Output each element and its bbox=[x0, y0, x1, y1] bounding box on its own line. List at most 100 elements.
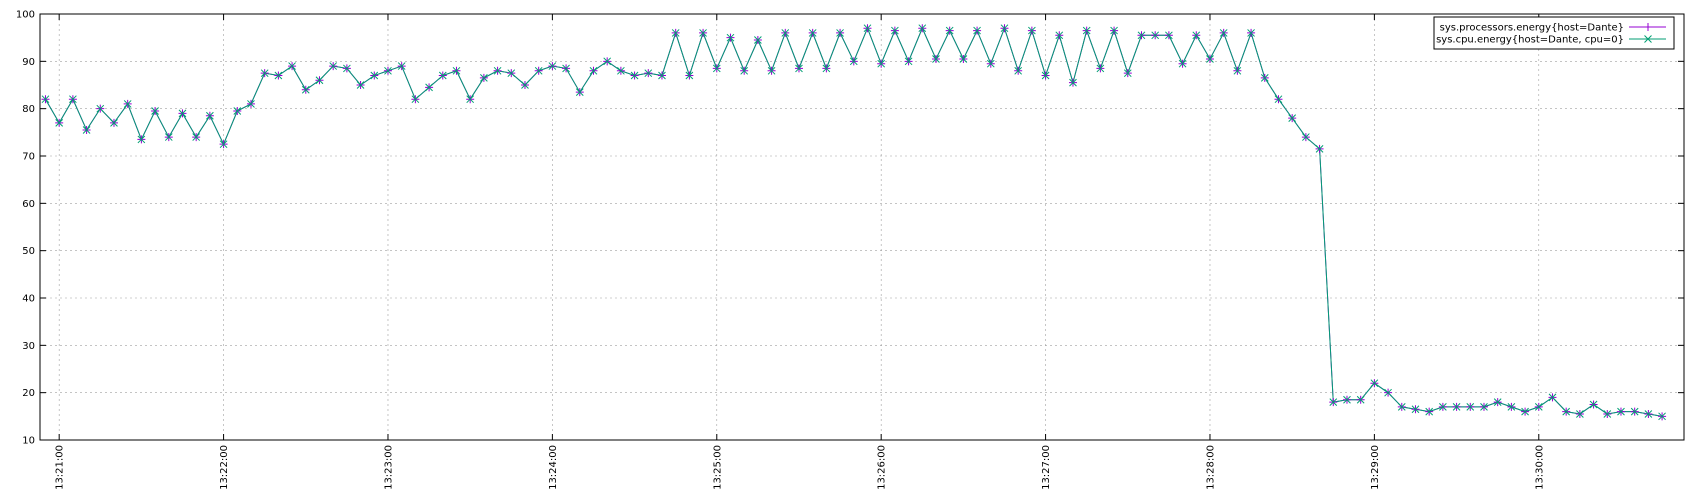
point-marker bbox=[1603, 410, 1612, 418]
point-marker bbox=[96, 104, 105, 113]
point-marker bbox=[671, 29, 680, 37]
point-marker bbox=[1534, 403, 1543, 411]
point-marker bbox=[945, 26, 954, 35]
point-marker bbox=[644, 69, 653, 78]
point-marker bbox=[41, 95, 50, 104]
y-tick-label: 40 bbox=[22, 294, 35, 305]
x-tick-label: 13:24:00 bbox=[548, 445, 559, 490]
point-marker bbox=[959, 55, 968, 63]
point-marker bbox=[1137, 31, 1146, 40]
point-marker bbox=[110, 119, 118, 127]
point-marker bbox=[562, 64, 570, 73]
point-marker bbox=[1452, 403, 1461, 411]
point-marker bbox=[1206, 55, 1214, 63]
point-marker bbox=[69, 95, 77, 104]
point-marker bbox=[1178, 59, 1187, 68]
legend-label: sys.cpu.energy{host=Dante, cpu=0} bbox=[1436, 35, 1624, 46]
point-marker bbox=[1397, 403, 1406, 411]
point-marker bbox=[288, 62, 296, 70]
point-marker bbox=[1507, 403, 1516, 411]
point-marker bbox=[1384, 388, 1392, 397]
point-marker bbox=[192, 133, 201, 141]
point-marker bbox=[849, 57, 858, 66]
point-marker bbox=[1233, 66, 1242, 75]
point-marker bbox=[1247, 29, 1255, 37]
point-marker bbox=[219, 140, 228, 149]
point-marker bbox=[1617, 407, 1625, 416]
point-marker bbox=[1480, 403, 1488, 411]
legend-label: sys.processors.energy{host=Dante} bbox=[1440, 23, 1624, 34]
x-tick-label: 13:29:00 bbox=[1370, 445, 1381, 490]
x-tick-label: 13:25:00 bbox=[712, 445, 723, 490]
point-marker bbox=[630, 71, 639, 80]
point-marker bbox=[247, 100, 255, 108]
x-tick-label: 13:22:00 bbox=[219, 445, 230, 490]
point-marker bbox=[480, 74, 488, 82]
point-marker bbox=[863, 24, 872, 33]
point-marker bbox=[891, 26, 899, 35]
point-marker bbox=[932, 55, 940, 63]
point-marker bbox=[1315, 145, 1324, 153]
point-marker bbox=[1466, 403, 1475, 411]
point-marker bbox=[1069, 78, 1077, 87]
y-tick-label: 70 bbox=[22, 152, 35, 163]
x-tick-label: 13:21:00 bbox=[55, 445, 66, 490]
point-marker bbox=[452, 66, 461, 75]
point-marker bbox=[1370, 379, 1379, 388]
point-marker bbox=[329, 62, 338, 70]
point-marker bbox=[521, 81, 529, 89]
point-marker bbox=[589, 66, 598, 75]
point-marker bbox=[795, 64, 803, 73]
point-marker bbox=[233, 107, 242, 115]
point-marker bbox=[1165, 31, 1173, 40]
point-marker bbox=[658, 71, 666, 80]
point-marker bbox=[808, 29, 817, 37]
point-marker bbox=[493, 66, 502, 75]
point-marker bbox=[343, 64, 351, 73]
point-marker bbox=[1123, 69, 1132, 78]
point-marker bbox=[1658, 412, 1666, 421]
point-marker bbox=[548, 62, 557, 70]
point-marker bbox=[699, 29, 707, 37]
point-marker bbox=[754, 36, 762, 44]
point-marker bbox=[575, 88, 584, 96]
point-marker bbox=[151, 107, 159, 115]
point-marker bbox=[1411, 405, 1420, 414]
point-marker bbox=[603, 57, 612, 66]
legend-marker bbox=[1644, 35, 1652, 43]
y-tick-label: 90 bbox=[22, 57, 35, 68]
point-marker bbox=[836, 29, 844, 37]
point-marker bbox=[206, 111, 214, 120]
point-marker bbox=[904, 57, 913, 66]
point-marker bbox=[178, 109, 187, 118]
point-marker bbox=[726, 33, 735, 42]
point-marker bbox=[55, 119, 64, 127]
point-marker bbox=[438, 71, 447, 80]
point-marker bbox=[822, 64, 831, 73]
point-marker bbox=[685, 71, 694, 80]
y-tick-label: 10 bbox=[22, 436, 35, 447]
point-marker bbox=[425, 83, 433, 92]
point-marker bbox=[1356, 395, 1365, 404]
point-marker bbox=[260, 69, 269, 78]
point-marker bbox=[1055, 31, 1064, 40]
y-tick-label: 20 bbox=[22, 388, 35, 399]
point-marker bbox=[1521, 407, 1529, 416]
legend-marker bbox=[1644, 23, 1652, 31]
point-marker bbox=[1493, 398, 1502, 406]
point-marker bbox=[1028, 26, 1036, 35]
y-tick-label: 50 bbox=[22, 246, 35, 257]
point-marker bbox=[1589, 400, 1598, 409]
point-marker bbox=[301, 85, 310, 94]
y-tick-label: 100 bbox=[16, 10, 35, 21]
point-marker bbox=[384, 66, 392, 75]
point-marker bbox=[356, 81, 365, 89]
point-marker bbox=[1576, 410, 1584, 418]
point-marker bbox=[781, 29, 790, 37]
point-marker bbox=[973, 26, 981, 35]
point-marker bbox=[534, 66, 543, 75]
point-marker bbox=[1425, 407, 1434, 416]
